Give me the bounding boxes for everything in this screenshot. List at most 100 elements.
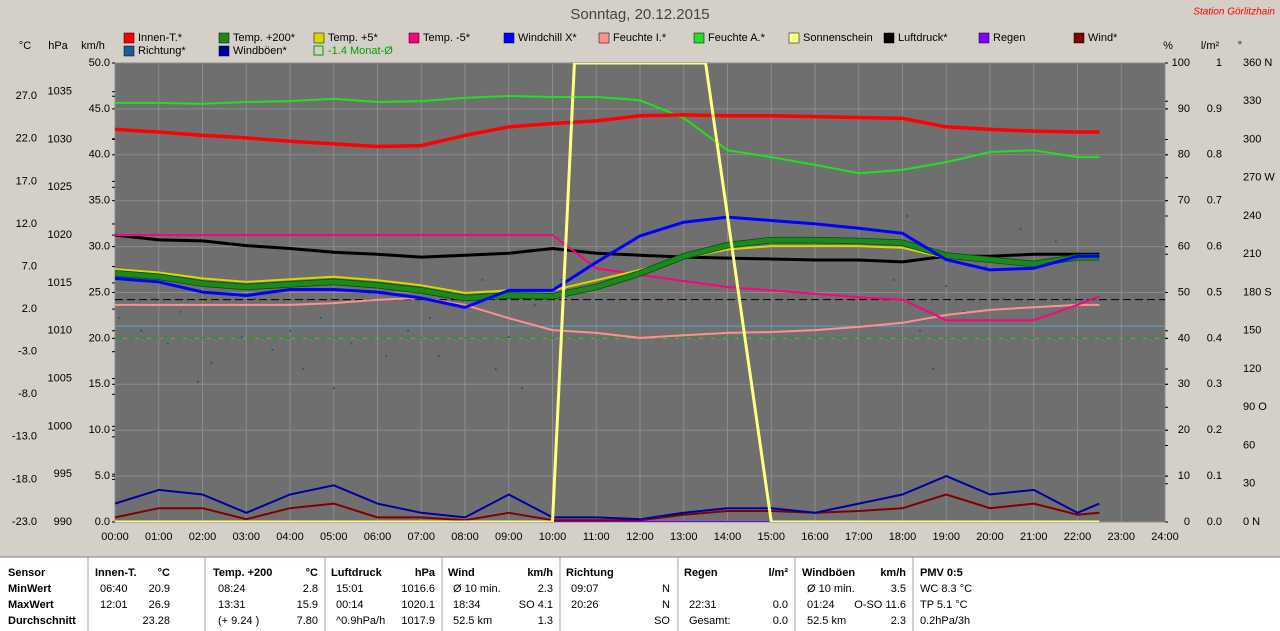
table-cell: 15:01	[336, 583, 364, 595]
y-tick-label: 1020	[48, 229, 72, 241]
legend-label: Feuchte A.*	[708, 32, 766, 44]
direction-dot	[302, 368, 305, 370]
y-tick-label: 100	[1172, 57, 1190, 69]
column-unit: km/h	[880, 567, 906, 579]
x-tick-label: 01:00	[145, 531, 173, 543]
x-tick-label: 18:00	[889, 531, 917, 543]
direction-dot	[945, 285, 948, 288]
legend-swatch	[1073, 32, 1085, 44]
direction-dot	[407, 329, 410, 332]
chart-title: Sonntag, 20.12.2015	[570, 6, 709, 23]
y-tick-label: -23.0	[12, 516, 37, 528]
table-cell: 1017.9	[401, 615, 435, 627]
x-tick-label: 24:00	[1151, 531, 1179, 543]
y-tick-label: -18.0	[12, 473, 37, 485]
direction-dot	[240, 336, 243, 339]
table-cell: TP 5.1 °C	[920, 599, 968, 611]
direction-dot	[319, 317, 322, 319]
table-background	[0, 557, 1280, 631]
table-cell: O-SO 11.6	[854, 599, 906, 611]
table-cell: 1.3	[538, 615, 553, 627]
y-tick-label: 90	[1178, 103, 1190, 115]
legend-swatch	[503, 32, 515, 44]
legend-label: Windböen*	[233, 45, 288, 57]
table-header: Sensor	[8, 567, 46, 579]
y-tick-label: 330	[1243, 95, 1261, 107]
x-tick-label: 17:00	[845, 531, 873, 543]
series-line	[115, 234, 1100, 322]
table-cell: 08:24	[218, 583, 246, 595]
table-cell: N	[662, 583, 670, 595]
x-tick-label: 10:00	[539, 531, 567, 543]
y-tick-label: 0.3	[1207, 378, 1222, 390]
x-tick-label: 16:00	[801, 531, 829, 543]
y-tick-label: 7.0	[22, 260, 37, 272]
direction-dot	[350, 342, 353, 345]
direction-dot	[962, 310, 965, 313]
table-cell: Ø 10 min.	[453, 583, 501, 595]
axis-unit: %	[1163, 40, 1173, 52]
x-tick-label: 03:00	[232, 531, 260, 543]
y-tick-label: 30	[1178, 378, 1190, 390]
y-tick-label: 1025	[48, 181, 72, 193]
column-unit: °C	[158, 567, 170, 579]
x-tick-label: 08:00	[451, 531, 479, 543]
y-tick-label: 60	[1178, 241, 1190, 253]
axis-unit: hPa	[48, 40, 68, 52]
direction-dot	[984, 266, 987, 268]
x-tick-label: 09:00	[495, 531, 523, 543]
direction-dot	[179, 310, 182, 313]
legend-label: Temp. +200*	[233, 32, 296, 44]
table-cell: 15.9	[297, 599, 318, 611]
x-tick-label: 19:00	[932, 531, 960, 543]
legend-swatch	[978, 32, 990, 44]
x-tick-label: 22:00	[1064, 531, 1092, 543]
legend-label: -1.4 Monat-Ø	[328, 45, 393, 57]
direction-dot	[140, 329, 143, 332]
y-tick-label: 90 O	[1243, 401, 1267, 413]
y-tick-label: 5.0	[95, 470, 110, 482]
y-tick-label: 0.5	[1207, 286, 1222, 298]
legend-label: Sonnenschein	[803, 32, 873, 44]
column-header: Regen	[684, 567, 718, 579]
table-cell: Gesamt:	[689, 615, 731, 627]
y-tick-label: 80	[1178, 149, 1190, 161]
table-cell: 1020.1	[401, 599, 435, 611]
series-line	[115, 493, 1100, 522]
y-tick-label: 12.0	[16, 218, 37, 230]
y-tick-label: 10.0	[89, 424, 110, 436]
y-tick-label: 270 W	[1243, 172, 1275, 184]
legend-label: Regen	[993, 32, 1025, 44]
series-line	[115, 95, 1100, 175]
table-cell: 20.9	[149, 583, 170, 595]
y-tick-label: 1	[1216, 57, 1222, 69]
table-cell: 0.0	[773, 599, 788, 611]
y-tick-label: 995	[54, 468, 72, 480]
table-cell: 2.3	[538, 583, 553, 595]
y-tick-label: 120	[1243, 363, 1261, 375]
direction-dot	[289, 329, 291, 332]
direction-dot	[385, 355, 388, 358]
direction-dot	[534, 304, 536, 307]
x-tick-label: 02:00	[189, 531, 217, 543]
table-cell: 52.5 km	[807, 615, 846, 627]
row-label: MinWert	[8, 583, 52, 595]
axis-unit: km/h	[81, 40, 105, 52]
table-cell: 18:34	[453, 599, 481, 611]
direction-dot	[197, 380, 200, 383]
y-tick-label: 2.0	[22, 303, 37, 315]
column-unit: l/m²	[768, 567, 788, 579]
legend-label: Richtung*	[138, 45, 186, 57]
column-unit: km/h	[527, 567, 553, 579]
row-label: MaxWert	[8, 599, 54, 611]
legend-swatch	[883, 32, 895, 44]
series-line	[115, 215, 1100, 309]
y-tick-label: 22.0	[16, 133, 37, 145]
y-tick-label: 1035	[48, 86, 72, 98]
table-cell: SO 4.1	[519, 599, 553, 611]
y-tick-label: 360 N	[1243, 57, 1272, 69]
y-tick-label: 0.9	[1207, 103, 1222, 115]
y-tick-label: -13.0	[12, 431, 37, 443]
legend-label: Feuchte I.*	[613, 32, 667, 44]
